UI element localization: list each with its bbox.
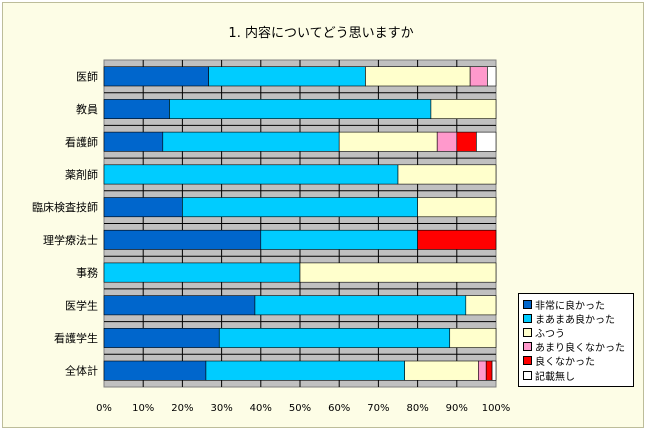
- category-label: 臨床検査技師: [32, 200, 98, 214]
- bar-segment: [218, 328, 451, 348]
- bar-segment: [260, 229, 418, 250]
- legend-swatch: [523, 299, 532, 309]
- bar-segment: [478, 360, 487, 381]
- legend-swatch: [523, 313, 532, 323]
- category-label: 事務: [76, 266, 98, 280]
- legend-label: 記載無し: [535, 371, 575, 383]
- bar-segment: [397, 164, 497, 185]
- category-label: 全体計: [65, 364, 98, 378]
- bar-segment: [417, 229, 497, 250]
- legend-swatch: [523, 327, 532, 337]
- legend-item: まあまあ良かった: [523, 311, 633, 326]
- bar-segment: [365, 66, 471, 87]
- bar-segment: [205, 360, 405, 381]
- category-label: 看護学生: [54, 331, 98, 345]
- legend-swatch: [523, 342, 532, 352]
- bar-segment: [476, 131, 497, 152]
- category-label: 教員: [76, 103, 98, 116]
- bar-segment: [254, 295, 467, 316]
- legend-label: あまり良くなかった: [535, 343, 625, 355]
- legend-swatch: [523, 370, 532, 380]
- legend-label: 非常に良かった: [535, 300, 605, 312]
- x-tick-label: 80%: [406, 403, 428, 414]
- legend-item: 記載無し: [523, 368, 633, 383]
- category-label: 看護師: [65, 135, 98, 149]
- bar-segment: [169, 99, 432, 119]
- bar-segment: [404, 360, 479, 381]
- legend-item: 非常に良かった: [523, 297, 633, 312]
- bar-segment: [465, 295, 497, 316]
- chart-title: 1. 内容についてどう思いますか: [228, 25, 413, 41]
- bar-segment: [103, 66, 209, 87]
- bar-segment: [208, 66, 366, 87]
- legend-item: 良くなかった: [523, 354, 633, 368]
- bar-segment: [456, 131, 477, 152]
- legend-label: ふつう: [535, 328, 565, 340]
- legend-label: まあまあ良かった: [535, 314, 615, 326]
- category-label: 理学療法士: [43, 233, 98, 247]
- bar-segment: [103, 328, 220, 348]
- x-tick-label: 40%: [250, 403, 272, 414]
- x-tick-label: 60%: [328, 403, 350, 414]
- legend-swatch: [523, 356, 532, 366]
- bars: [103, 66, 497, 381]
- bar-segment: [417, 197, 497, 218]
- x-tick-label: 20%: [171, 403, 193, 414]
- category-label: 医学生: [65, 298, 98, 312]
- bar-segment: [338, 131, 438, 152]
- x-tick-label: 70%: [367, 403, 389, 414]
- bar-segment: [162, 131, 340, 152]
- bar-segment: [103, 164, 399, 185]
- legend-label: 良くなかった: [535, 357, 595, 369]
- bar-segment: [487, 66, 497, 87]
- category-label: 薬剤師: [65, 167, 98, 181]
- bar-segment: [449, 328, 497, 348]
- bar-segment: [103, 262, 301, 283]
- bar-segment: [103, 229, 262, 250]
- x-tick-label: 90%: [446, 403, 468, 414]
- bar-segment: [103, 360, 207, 381]
- x-tick-labels: 0% 10% 20% 30% 40% 50% 60% 70% 80% 90% 100%: [96, 403, 510, 414]
- bar-segment: [182, 197, 418, 218]
- bar-segment: [103, 197, 183, 218]
- x-tick-label: 30%: [210, 403, 232, 414]
- x-tick-label: 50%: [289, 403, 311, 414]
- legend-item: ふつう: [523, 325, 633, 340]
- x-tick-label: 0%: [96, 403, 112, 414]
- legend-item: あまり良くなかった: [523, 340, 633, 354]
- chart-svg: 1. 内容についてどう思いますか 医師教員看護師薬剤師臨床検査技師理学療法士事務…: [32, 25, 510, 414]
- bar-segment: [436, 131, 458, 152]
- bar-segment: [491, 360, 497, 381]
- x-tick-label: 10%: [132, 403, 154, 414]
- bar-segment: [103, 295, 256, 316]
- bar-segment: [485, 360, 493, 381]
- bar-segment: [299, 262, 497, 283]
- bar-segment: [469, 66, 488, 87]
- bar-segment: [103, 99, 170, 119]
- category-label: 医師: [76, 70, 98, 83]
- chart-frame: 1. 内容についてどう思いますか 医師教員看護師薬剤師臨床検査技師理学療法士事務…: [2, 2, 644, 428]
- bar-segment: [103, 131, 164, 152]
- x-tick-label: 100%: [482, 403, 511, 414]
- legend: 非常に良かった まあまあ良かった ふつうあまり良くなかった 良くなかった 記載無し: [518, 293, 634, 387]
- bar-segment: [430, 99, 497, 119]
